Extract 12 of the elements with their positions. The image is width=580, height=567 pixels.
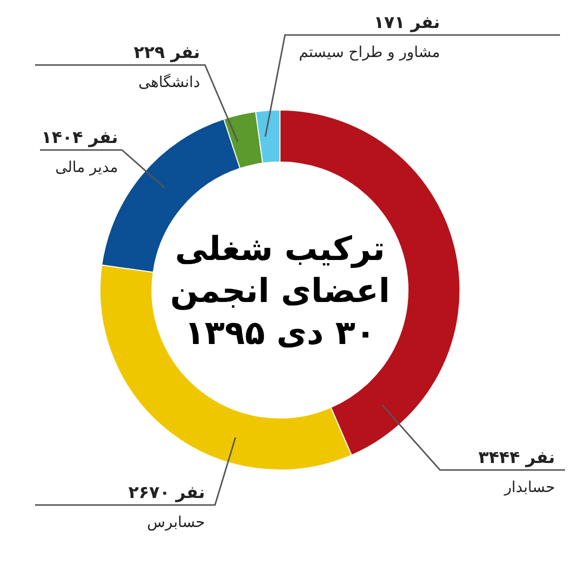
slice-label: حسابدار — [503, 478, 555, 496]
slice-label: مدیر مالی — [55, 158, 118, 176]
text: ترکیب شغلی اعضای انجمن ۳۰ دی ۱۳۹۵ — [170, 229, 390, 352]
donut-slice — [223, 111, 264, 169]
data-label: ۲۶۷۰ نفر — [128, 483, 205, 503]
slice-label: دانشگاهی — [138, 73, 200, 91]
slice-label: حسابرس — [147, 513, 205, 531]
data-label: ۳۴۴۴ نفر — [478, 448, 555, 468]
data-label: ۱۴۰۴ نفر — [41, 128, 118, 148]
slice-label: مشاور و طراح سیستم — [298, 43, 440, 61]
data-label: ۱۷۱ نفر — [374, 13, 440, 33]
data-label: ۲۲۹ نفر — [134, 43, 200, 63]
